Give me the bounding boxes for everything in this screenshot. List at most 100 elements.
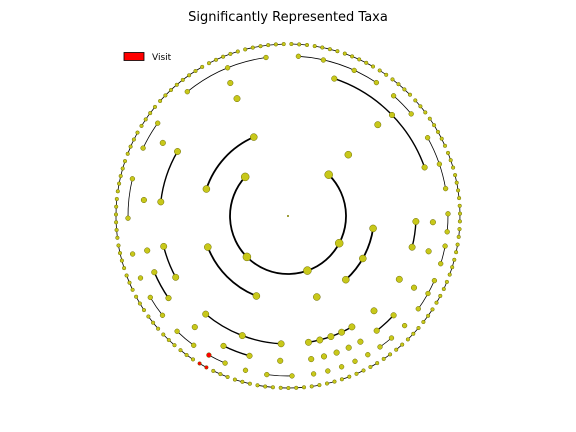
order-node [238, 332, 246, 340]
genus-node [147, 294, 153, 301]
order-node [172, 273, 180, 281]
genus-node [325, 368, 331, 374]
class-node [250, 133, 258, 141]
family-node [227, 79, 234, 87]
species-node [448, 158, 453, 163]
species-node [263, 384, 268, 389]
species-node [370, 64, 376, 69]
species-node [454, 250, 459, 255]
genus-node [264, 371, 270, 378]
family-node [246, 352, 253, 359]
species-node [441, 286, 446, 292]
species-node [309, 384, 314, 389]
genus-node [408, 111, 414, 117]
species-node [114, 196, 119, 202]
species-node [381, 356, 386, 361]
species-node [152, 104, 158, 109]
family-node [410, 284, 418, 291]
genus-node [442, 243, 448, 249]
species-node [444, 279, 449, 284]
species-node [418, 104, 423, 109]
species-node [235, 49, 240, 54]
species-node [453, 173, 458, 178]
species-node [411, 331, 416, 336]
species-node [128, 144, 133, 149]
species-node [396, 82, 401, 87]
species-node [120, 166, 125, 171]
species-node [247, 381, 252, 386]
branch-arc [176, 331, 194, 346]
species-node [434, 300, 439, 305]
genus-node [222, 360, 228, 366]
branch-arc [205, 136, 255, 190]
order-node [305, 338, 312, 346]
species-node [301, 385, 307, 390]
species-node [117, 251, 123, 256]
species-node [455, 242, 460, 247]
species-node [127, 280, 132, 285]
species-node [131, 137, 136, 142]
branch-arc [280, 386, 305, 389]
species-node [187, 73, 192, 78]
species-node [454, 180, 459, 185]
species-node [168, 87, 174, 93]
genus-node [401, 322, 408, 329]
genus-node [415, 306, 421, 312]
genus-node [425, 290, 431, 297]
species-node [342, 51, 347, 56]
species-node [357, 57, 362, 62]
species-node [122, 266, 127, 271]
species-node [180, 77, 185, 82]
branch-arc [141, 106, 156, 127]
genus-node [444, 229, 450, 235]
branch-arc [149, 297, 163, 316]
branch-arc [205, 313, 282, 345]
species-node [146, 314, 151, 319]
species-node [278, 385, 283, 390]
chart-title: Significantly Represented Taxa [188, 10, 388, 25]
genus-node [206, 352, 212, 358]
branch-arc [298, 55, 377, 83]
species-node [197, 361, 202, 366]
genus-node [431, 277, 438, 284]
class-node [202, 185, 211, 193]
species-node [388, 352, 393, 357]
species-node [442, 143, 448, 148]
species-node [439, 136, 444, 141]
family-node [331, 75, 338, 82]
species-node [438, 293, 443, 298]
order-node [277, 340, 285, 348]
species-node [122, 159, 128, 164]
class-node [359, 254, 367, 263]
species-node [390, 77, 395, 82]
genus-node [436, 161, 443, 167]
species-node [114, 227, 119, 233]
genus-node [155, 120, 161, 126]
species-node [394, 347, 399, 352]
branch-arc [127, 132, 138, 154]
species-node [218, 372, 223, 377]
family-node [144, 247, 151, 254]
branch-arc [127, 178, 133, 219]
species-node [139, 123, 144, 128]
genus-node [438, 261, 444, 267]
species-node [339, 377, 344, 382]
genus-node [137, 275, 144, 281]
species-node [184, 352, 189, 358]
species-node [250, 45, 255, 50]
species-node [240, 379, 245, 384]
species-node [457, 219, 462, 224]
species-node [119, 258, 124, 263]
species-node [457, 211, 463, 216]
branch-arc [206, 246, 257, 297]
family-node [277, 357, 284, 364]
genus-node [388, 335, 395, 341]
species-node [312, 44, 317, 49]
species-node [457, 196, 462, 201]
species-node [332, 379, 337, 384]
species-node [327, 47, 332, 52]
species-node [137, 301, 142, 306]
species-node [317, 383, 322, 388]
species-node [118, 173, 123, 179]
family-node [373, 327, 380, 334]
